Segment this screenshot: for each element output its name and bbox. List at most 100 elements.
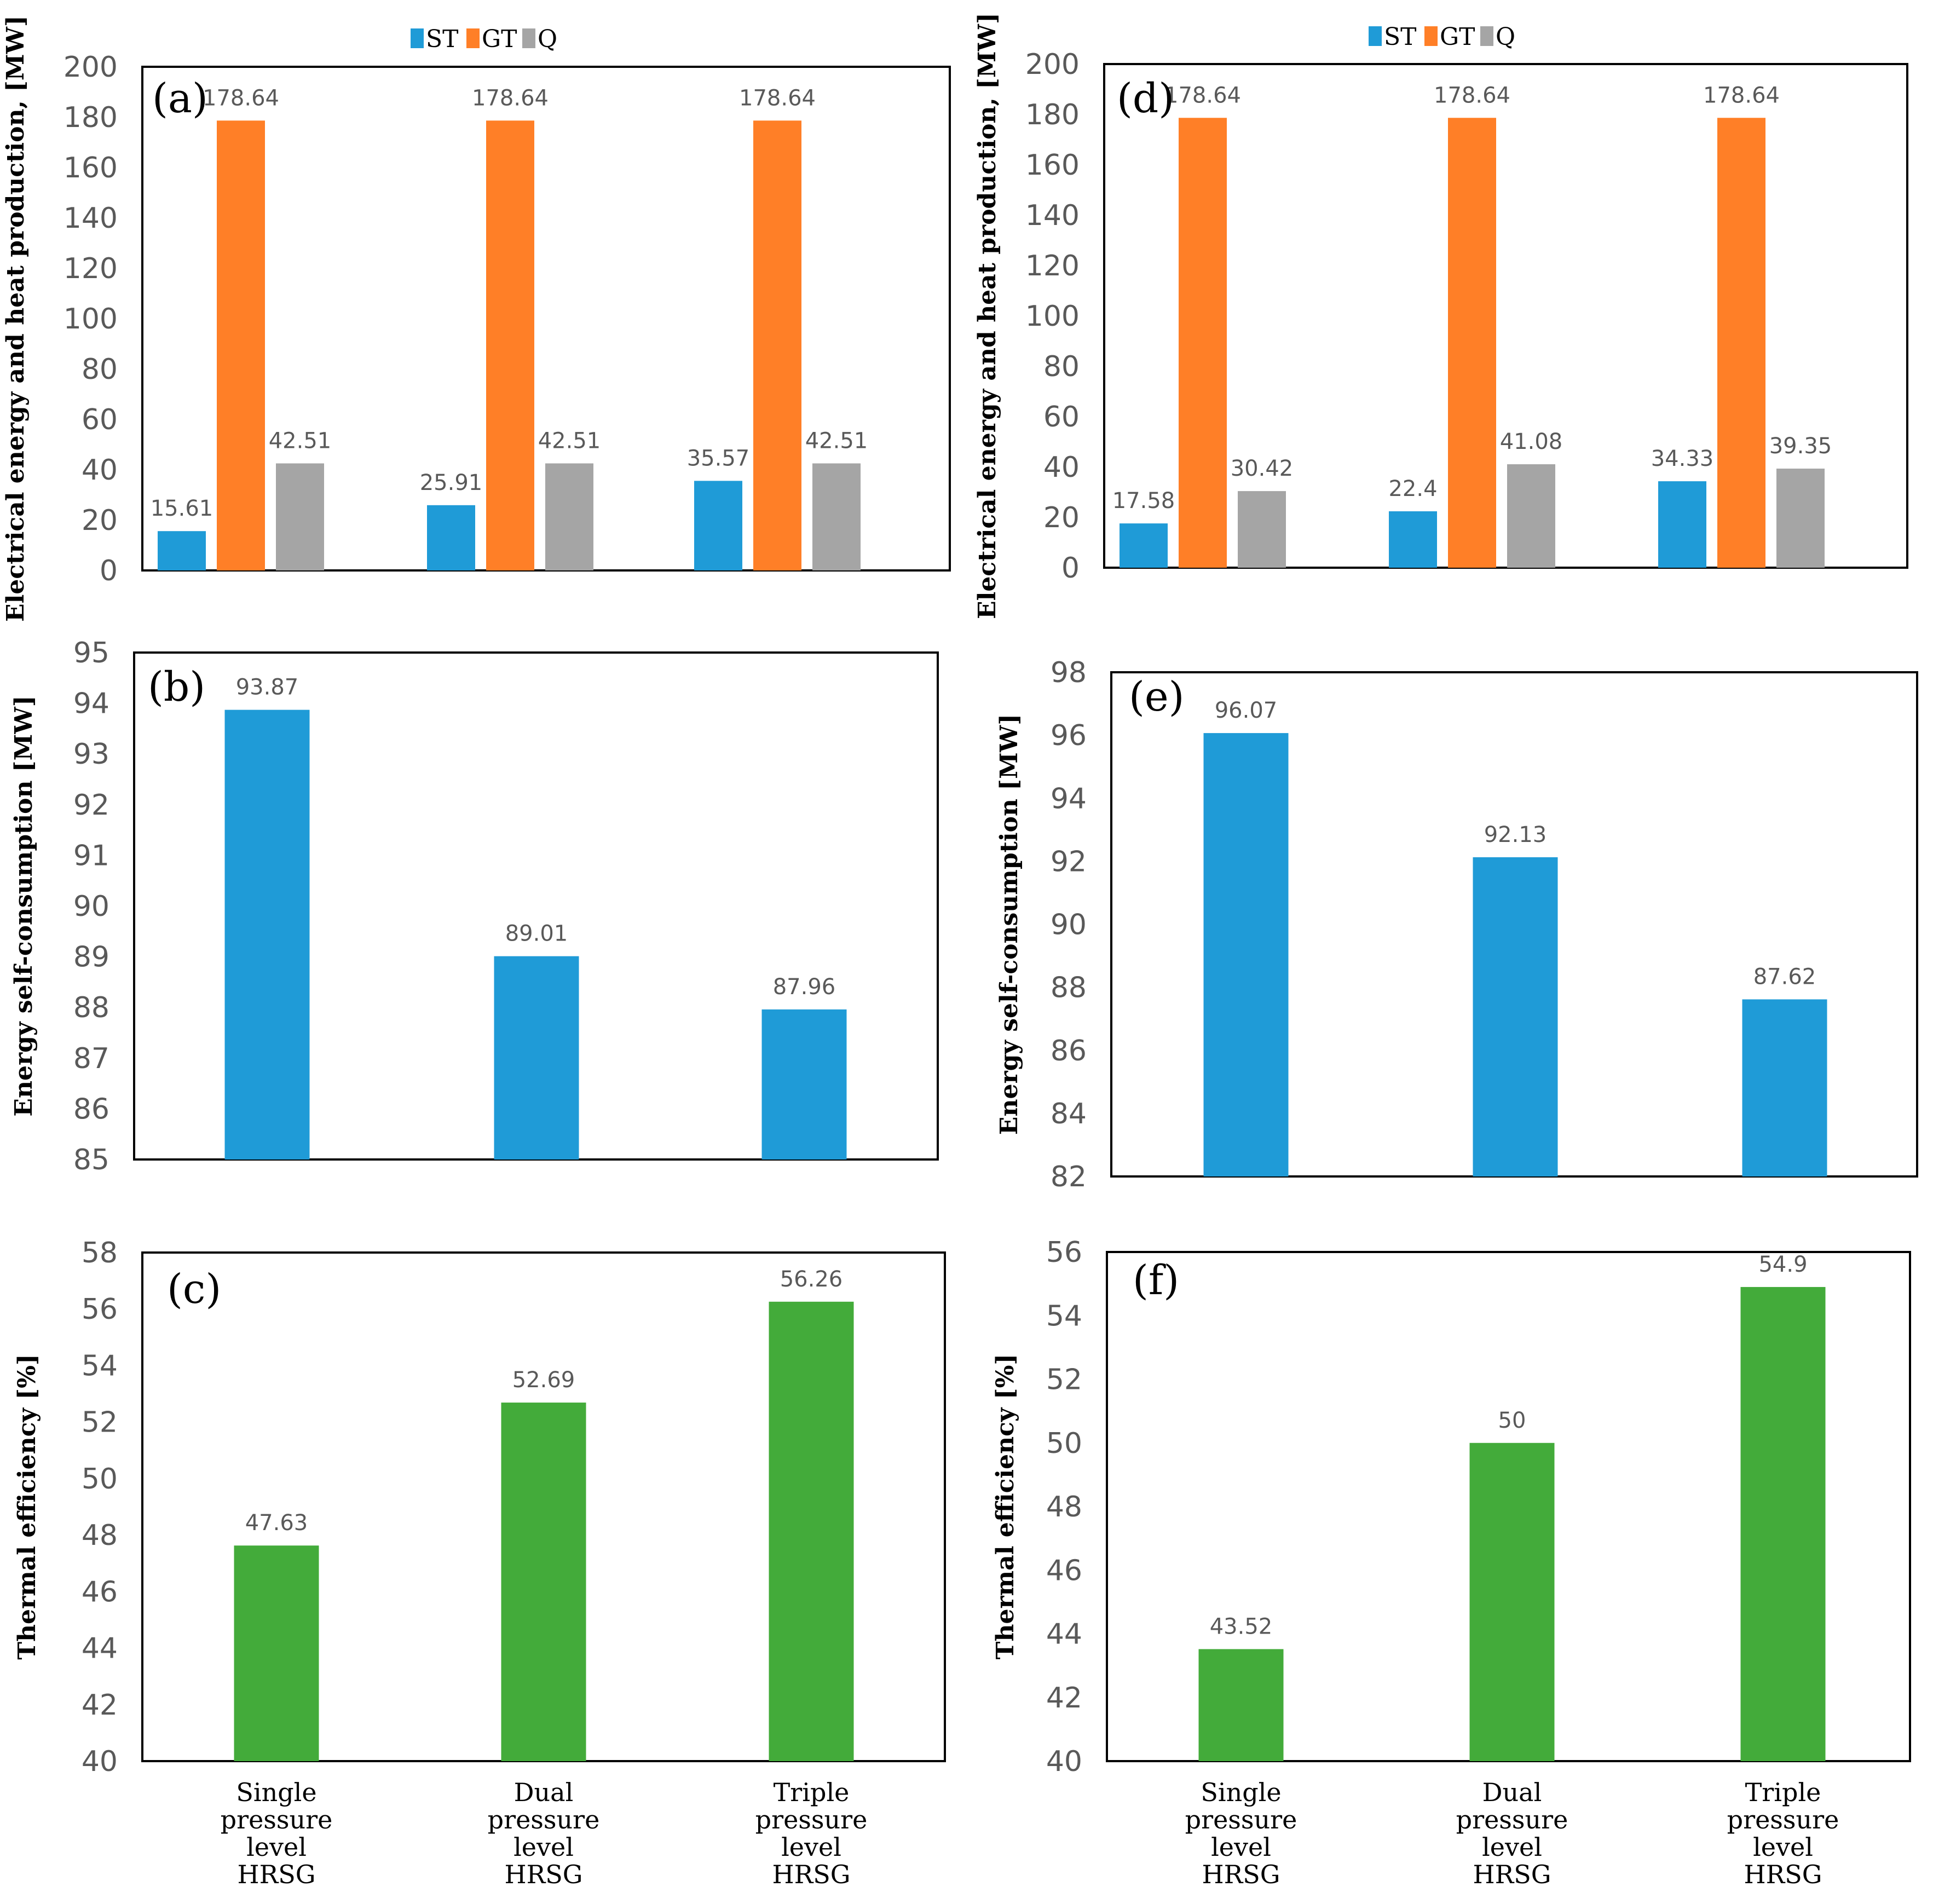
bar-gt-3: [753, 120, 801, 571]
legend-swatch-st: [411, 28, 424, 48]
data-label: 178.64: [1434, 83, 1510, 108]
panel-label: (b): [148, 663, 205, 711]
y-tick-label: 58: [82, 1237, 118, 1270]
x-category-label: pressure: [488, 1805, 600, 1834]
legend-label-gt: GT: [482, 25, 517, 53]
panel-label: (d): [1117, 75, 1174, 122]
y-tick-label: 200: [64, 51, 118, 84]
y-tick-label: 95: [73, 637, 109, 670]
data-label: 178.64: [739, 85, 816, 111]
legend-label-q: Q: [1496, 23, 1515, 51]
y-tick-label: 40: [82, 454, 118, 487]
bar-gt-2: [486, 120, 534, 571]
data-label: 87.62: [1753, 964, 1816, 989]
bar-self-consumption-2: [494, 956, 579, 1159]
bar-st-3: [1658, 481, 1706, 568]
y-tick-label: 20: [1043, 501, 1080, 534]
y-tick-label: 120: [1025, 250, 1080, 282]
x-category-label: Single: [1201, 1778, 1281, 1807]
bar-thermal-efficiency-3: [1740, 1286, 1826, 1761]
y-tick-label: 40: [1043, 451, 1080, 484]
y-tick-label: 60: [82, 403, 118, 436]
bar-self-consumption-1: [224, 709, 310, 1159]
bar-self-consumption-3: [1742, 999, 1827, 1176]
panel-label: (f): [1133, 1257, 1179, 1304]
bar-thermal-efficiency-3: [769, 1301, 854, 1761]
data-label: 178.64: [1164, 83, 1241, 108]
data-label: 22.4: [1388, 476, 1437, 501]
bar-st-2: [1389, 511, 1437, 568]
data-label: 96.07: [1215, 698, 1278, 723]
y-tick-label: 92: [73, 789, 109, 822]
legend-swatch-q: [522, 28, 535, 48]
x-category-label: pressure: [1456, 1805, 1568, 1834]
y-tick-label: 120: [64, 252, 118, 285]
data-label: 92.13: [1484, 822, 1547, 847]
x-category-label: Dual: [1482, 1778, 1542, 1807]
bar-self-consumption-3: [761, 1009, 847, 1159]
y-axis-label: Energy self-consumption [MW]: [995, 714, 1023, 1135]
legend-swatch-gt: [1424, 26, 1438, 46]
data-label: 43.52: [1210, 1614, 1273, 1639]
bar-st-3: [694, 481, 742, 570]
data-label: 15.61: [151, 496, 214, 521]
y-tick-label: 42: [1046, 1682, 1082, 1715]
y-tick-label: 160: [1025, 149, 1080, 182]
data-label: 50: [1498, 1408, 1526, 1433]
y-tick-label: 82: [1051, 1161, 1087, 1193]
data-label: 178.64: [1703, 83, 1780, 108]
y-tick-label: 40: [1046, 1745, 1082, 1778]
data-label: 39.35: [1769, 434, 1832, 459]
y-tick-label: 91: [73, 839, 109, 872]
legend: ST GT Q: [411, 25, 557, 53]
y-tick-label: 90: [1051, 909, 1087, 942]
x-category-label: level: [1211, 1832, 1271, 1862]
data-label: 42.51: [538, 428, 601, 453]
y-tick-label: 52: [1046, 1364, 1082, 1397]
x-category-label: HRSG: [1744, 1860, 1822, 1889]
y-tick-label: 93: [73, 738, 109, 771]
y-tick-label: 50: [1046, 1427, 1082, 1460]
legend-label-q: Q: [538, 25, 557, 53]
y-axis-label: Thermal efficiency [%]: [13, 1354, 41, 1659]
bar-thermal-efficiency-2: [501, 1403, 586, 1761]
y-axis-label: Electrical energy and heat production, […: [2, 15, 30, 622]
y-tick-label: 50: [82, 1463, 118, 1496]
y-tick-label: 80: [82, 353, 118, 386]
y-tick-label: 52: [82, 1406, 118, 1439]
data-label: 17.58: [1112, 488, 1175, 513]
y-axis-label: Energy self-consumption [MW]: [10, 695, 38, 1116]
bar-q-2: [1507, 464, 1555, 568]
y-tick-label: 88: [73, 991, 109, 1024]
bar-self-consumption-2: [1473, 857, 1558, 1176]
chart-d: 0 20 40 60 80 100 120 140 160 180 200 Electrical en…: [973, 13, 1908, 619]
x-category-label: HRSG: [772, 1860, 850, 1889]
y-tick-label: 94: [73, 688, 109, 720]
data-label: 41.08: [1500, 429, 1563, 454]
bar-gt-1: [1179, 118, 1227, 568]
y-tick-label: 60: [1043, 401, 1080, 434]
data-label: 178.64: [472, 85, 549, 111]
x-categories-left: SinglepressurelevelHRSGDualpressurelevel…: [221, 1778, 868, 1889]
bar-gt-3: [1717, 118, 1765, 568]
data-label: 89.01: [505, 921, 568, 947]
y-tick-label: 85: [73, 1144, 109, 1176]
legend-swatch-st: [1369, 26, 1382, 46]
bar-q-3: [1776, 468, 1825, 568]
data-label: 54.9: [1758, 1252, 1807, 1277]
data-label: 42.51: [269, 428, 332, 453]
x-category-label: level: [781, 1832, 841, 1862]
y-tick-label: 44: [1046, 1618, 1082, 1651]
x-category-label: pressure: [755, 1805, 868, 1834]
data-label: 35.57: [687, 446, 750, 471]
legend-label-gt: GT: [1440, 23, 1475, 51]
y-tick-label: 180: [1025, 99, 1080, 131]
y-tick-label: 100: [1025, 300, 1080, 333]
y-tick-label: 44: [82, 1632, 118, 1665]
legend: ST GT Q: [1369, 23, 1515, 51]
data-label: 56.26: [780, 1267, 843, 1292]
chart-b: 85 86 87 88 89 90 91 92 93 94 95 Energy self-consum…: [10, 637, 939, 1176]
bar-gt-1: [217, 120, 265, 571]
y-tick-label: 48: [1046, 1491, 1082, 1524]
panel-label: (a): [152, 75, 208, 122]
